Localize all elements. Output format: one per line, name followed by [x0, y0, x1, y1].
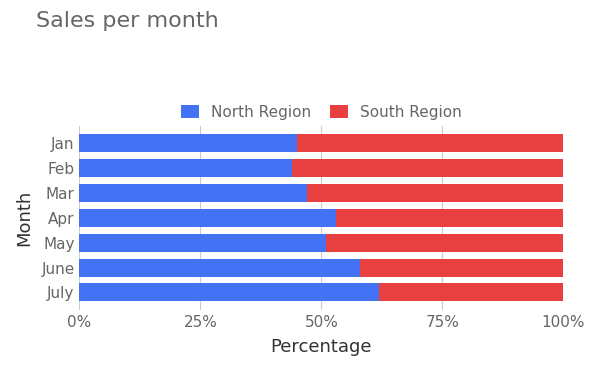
Text: Sales per month: Sales per month — [36, 11, 219, 31]
Bar — [360, 259, 563, 276]
Bar — [79, 209, 336, 227]
Bar — [79, 259, 360, 276]
Bar — [292, 159, 563, 177]
Bar — [79, 234, 326, 252]
Bar — [307, 184, 563, 202]
Bar — [297, 134, 563, 152]
Bar — [336, 209, 563, 227]
Y-axis label: Month: Month — [15, 190, 33, 246]
Legend: North Region, South Region: North Region, South Region — [176, 100, 467, 124]
Bar — [379, 283, 563, 301]
Bar — [326, 234, 563, 252]
X-axis label: Percentage: Percentage — [271, 338, 372, 356]
Bar — [79, 283, 379, 301]
Bar — [79, 184, 307, 202]
Bar — [79, 159, 292, 177]
Bar — [79, 134, 297, 152]
